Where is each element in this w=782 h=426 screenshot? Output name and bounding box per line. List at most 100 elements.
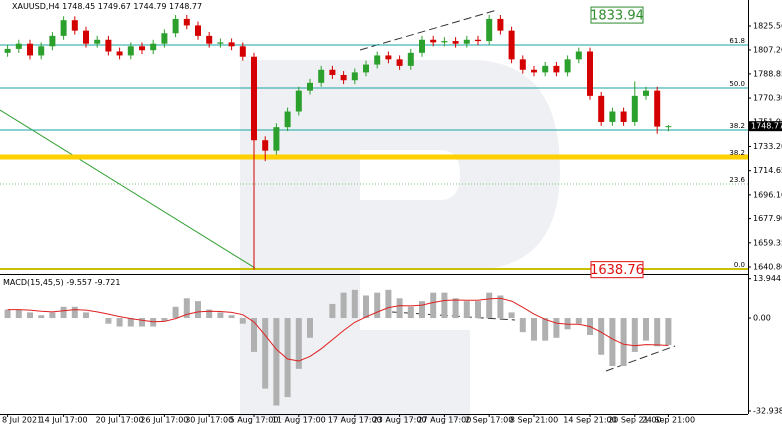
candle-body (127, 46, 134, 56)
macd-bar (475, 301, 481, 319)
macd-bar (385, 289, 392, 319)
candle-body (94, 39, 101, 44)
macd-bar (127, 318, 134, 327)
candle-body (654, 90, 661, 127)
annotation-label: 1833.94 (590, 9, 644, 24)
macd-bar (60, 306, 67, 319)
x-tick-label: 24 Sep 21:00 (642, 416, 695, 425)
macd-bar (508, 312, 515, 319)
annotation-label: 1638.76 (590, 263, 644, 278)
candle-body (575, 51, 582, 60)
symbol: XAUUSD,H4 (12, 2, 60, 11)
macd-bar (183, 298, 190, 319)
candle-body (620, 111, 627, 122)
candle-body (228, 42, 235, 47)
candle-body (329, 69, 336, 75)
macd-bar (195, 301, 201, 319)
y-tick-label: 1770.30 (753, 94, 782, 103)
candle-body (340, 74, 347, 81)
candle-body (519, 59, 526, 70)
macd-bar (71, 306, 78, 319)
candle-body (217, 42, 224, 44)
macd-bar (363, 295, 369, 319)
macd-bar (139, 318, 145, 327)
y-tick-label: 1825.56 (753, 22, 782, 31)
macd-bar (430, 292, 437, 319)
y-tick-label: 13.944 (753, 274, 781, 283)
candle-body (385, 55, 392, 60)
candle-body (531, 69, 537, 73)
x-tick-label: 14 Jul 17:00 (40, 416, 88, 425)
candle-body (508, 30, 515, 60)
macd-bar (609, 318, 616, 367)
watermark-logo (240, 60, 560, 420)
candle-body (363, 64, 369, 73)
macd-bar (452, 298, 459, 319)
price-marker-label: 1748.77 (751, 122, 782, 131)
macd-bar (497, 295, 504, 319)
close-value: 1748.77 (169, 2, 202, 11)
macd-bar (262, 318, 269, 389)
x-tick-label: 8 Sep 21:00 (510, 416, 558, 425)
macd-bar (329, 303, 336, 319)
candle-body (262, 140, 269, 151)
x-tick-label: 23 Aug 17:00 (373, 416, 427, 425)
macd-bar (15, 309, 22, 319)
macd-bar (340, 292, 347, 319)
header: XAUUSD,H4 1748.45 1749.67 1744.79 1748.7… (12, 2, 202, 11)
candle-body (587, 51, 593, 96)
candle-body (396, 59, 403, 66)
x-tick-label: 26 Jul 17:00 (140, 416, 188, 425)
candle-body (430, 39, 437, 43)
y-tick-label: 1714.65 (753, 166, 782, 175)
trend-line (0, 109, 256, 269)
candle-body (486, 18, 493, 42)
macd-bar (643, 318, 649, 341)
candle-body (83, 30, 89, 44)
x-tick-label: 8 Jul 2021 (2, 416, 42, 425)
macd-bar (228, 315, 235, 319)
candle-body (564, 59, 571, 73)
candle-body (38, 46, 45, 56)
macd-bar (631, 318, 638, 352)
high-value: 1749.67 (98, 2, 131, 11)
macd-bar (105, 318, 112, 324)
candle-body (295, 90, 302, 112)
x-tick-label: 11 Aug 17:00 (272, 416, 326, 425)
macd-bar (351, 289, 358, 319)
macd-bar (206, 309, 213, 319)
macd-bar (463, 301, 470, 319)
y-tick-label: 0.00 (753, 314, 771, 323)
level-label: 50.0 (729, 80, 745, 88)
annotation-box (590, 261, 644, 279)
macd-bar (239, 318, 246, 324)
candle-body (49, 35, 56, 47)
candle-body (60, 20, 67, 36)
macd-bar (295, 318, 302, 369)
candle-body (542, 65, 549, 73)
y-tick-label: 1733.20 (753, 142, 782, 151)
candle-body (475, 39, 481, 42)
candle-body (441, 41, 448, 43)
low-value: 1744.79 (133, 2, 166, 11)
x-tick-label: 5 Aug 17:00 (230, 416, 279, 425)
candle-body (609, 111, 616, 122)
macd-bar (27, 312, 33, 319)
y-tick-label: 1696.10 (753, 190, 782, 199)
candle-body (27, 43, 33, 56)
macd-bar (284, 318, 291, 398)
y-tick-label: 1640.80 (753, 262, 782, 271)
candle-body (150, 43, 157, 51)
candle-body (463, 39, 470, 44)
candle-body (4, 48, 11, 53)
candle-body (116, 51, 123, 56)
macd-bar (519, 318, 526, 333)
open-value: 1748.45 (62, 2, 95, 11)
candle-body (419, 39, 425, 53)
candle-body (15, 43, 22, 49)
macd-bar (553, 318, 560, 338)
macd-bar (620, 318, 627, 367)
signal-line (7, 297, 669, 362)
candle-body (598, 95, 605, 122)
